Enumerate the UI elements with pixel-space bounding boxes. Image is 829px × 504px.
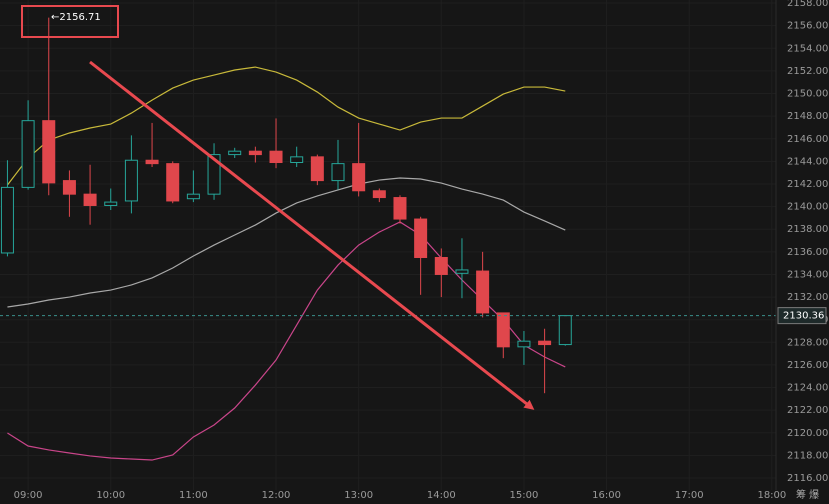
x-tick-label: 11:00 — [179, 490, 208, 501]
candle-body — [42, 120, 56, 184]
y-tick-label: 2120.00 — [787, 428, 828, 439]
y-tick-label: 2144.00 — [787, 156, 828, 167]
y-tick-label: 2138.00 — [787, 224, 828, 235]
indicator-line — [6, 66, 566, 186]
candle-body — [104, 201, 118, 206]
candle-body — [393, 197, 407, 220]
x-tick-label: 14:00 — [427, 490, 456, 501]
candle-body — [207, 154, 221, 195]
candle-body — [558, 315, 572, 346]
candle-body — [372, 190, 386, 199]
y-tick-label: 2116.00 — [787, 473, 828, 484]
indicator-line — [7, 177, 566, 308]
y-tick-label: 2154.00 — [787, 43, 828, 54]
candle-body — [517, 340, 531, 348]
y-tick-label: 2150.00 — [787, 89, 828, 100]
y-tick-label: 2132.00 — [787, 292, 828, 303]
indicator-line — [7, 221, 566, 461]
x-tick-label: 09:00 — [14, 490, 43, 501]
candle-body — [290, 156, 304, 164]
x-tick-label: 10:00 — [96, 490, 125, 501]
y-tick-label: 2128.00 — [787, 337, 828, 348]
candle-body — [145, 159, 159, 165]
x-tick-label: 15:00 — [510, 490, 539, 501]
y-tick-label: 2134.00 — [787, 269, 828, 280]
last-price-label: 2130.36 — [783, 311, 824, 322]
y-tick-label: 2118.00 — [787, 450, 828, 461]
candle-body — [414, 218, 428, 258]
annotation-box — [21, 5, 119, 38]
candle-body — [352, 163, 366, 192]
x-tick-label: 16:00 — [592, 490, 621, 501]
corner-text: 筹 爆 — [796, 488, 819, 501]
candle-body — [538, 340, 552, 346]
candle-body — [186, 193, 200, 200]
annotation: ←2156.71 — [51, 12, 101, 23]
y-tick-label: 2148.00 — [787, 111, 828, 122]
candle-body — [455, 269, 469, 274]
y-tick-label: 2156.00 — [787, 21, 828, 32]
y-tick-label: 2136.00 — [787, 247, 828, 258]
x-tick-label: 18:00 — [757, 490, 786, 501]
last-price-box — [777, 307, 827, 325]
y-tick-label: 2140.00 — [787, 202, 828, 213]
candle-body — [62, 180, 76, 195]
candle-body — [248, 150, 262, 156]
y-tick-label: 2158.00 — [787, 0, 828, 9]
y-tick-label: 2124.00 — [787, 383, 828, 394]
y-tick-label: 2122.00 — [787, 405, 828, 416]
plot — [0, 17, 776, 461]
candle-body — [434, 256, 448, 275]
x-tick-label: 13:00 — [344, 490, 373, 501]
candle-body — [124, 159, 138, 202]
trend-arrow — [89, 60, 535, 410]
candle-body — [310, 156, 324, 182]
candle-body — [21, 120, 35, 188]
y-tick-label: 2146.00 — [787, 134, 828, 145]
candle-body — [476, 270, 490, 314]
grid — [0, 0, 776, 490]
y-tick-label: 2142.00 — [787, 179, 828, 190]
y-tick-label: 2152.00 — [787, 66, 828, 77]
x-tick-label: 12:00 — [262, 490, 291, 501]
candle-body — [269, 150, 283, 164]
candle-body — [331, 163, 345, 182]
y-tick-label: 2126.00 — [787, 360, 828, 371]
candle-body — [228, 150, 242, 156]
x-tick-label: 17:00 — [675, 490, 704, 501]
candle-body — [496, 312, 510, 348]
candle-body — [83, 193, 97, 206]
candle-body — [166, 163, 180, 202]
candle-body — [0, 186, 14, 254]
